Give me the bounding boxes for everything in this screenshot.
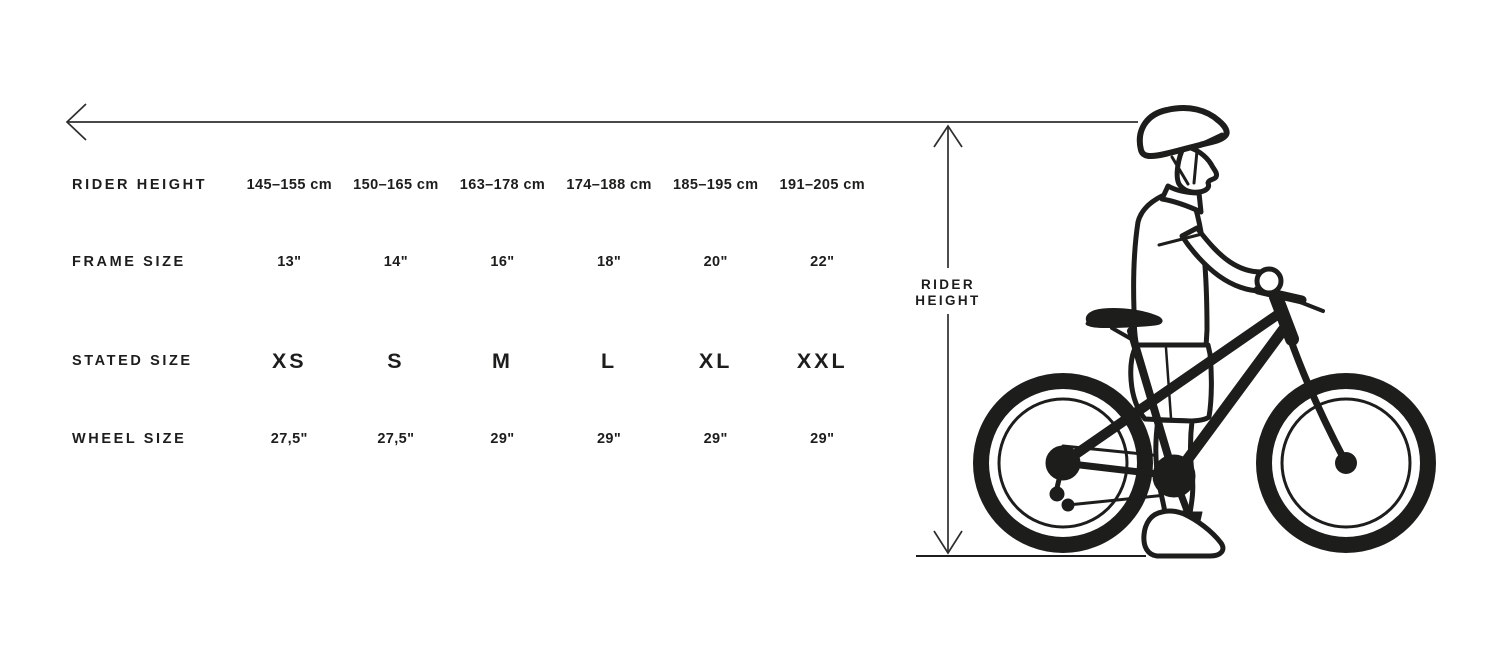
rider-neck: [1159, 183, 1204, 215]
down-arrowhead-icon: [933, 530, 963, 555]
cell-value: 163–178 cm: [459, 177, 546, 193]
down-tube: [1170, 324, 1289, 481]
cell-value: 174–188 cm: [566, 177, 652, 193]
cell-value: 18": [596, 254, 622, 270]
cell-value: XL: [698, 348, 733, 373]
row-values: 145–155 cm 150–165 cm 163–178 cm 174–188…: [236, 177, 876, 193]
shorts-crease-line: [1164, 346, 1173, 420]
rider-with-bike-illustration: [973, 105, 1436, 559]
rider-height-label-line1: RIDER: [920, 277, 975, 292]
row-values: 27,5" 27,5" 29" 29" 29" 29": [236, 431, 876, 447]
crank-arm: [1170, 472, 1192, 517]
table-row-wheel-size: WHEEL SIZE 27,5" 27,5" 29" 29" 29" 29": [72, 424, 876, 454]
fork: [1286, 334, 1349, 465]
cell-value: S: [387, 348, 405, 373]
cell-value: 150–165 cm: [353, 177, 439, 193]
table-row-frame-size: FRAME SIZE 13" 14" 16" 18" 20" 22": [72, 247, 876, 277]
helmet-strap: [1170, 155, 1190, 186]
cell-value: 29": [703, 431, 728, 447]
cell-value: 185–195 cm: [672, 177, 759, 193]
cell-value: 20": [703, 254, 728, 270]
cell-value: 27,5": [377, 431, 415, 447]
rider-height-label-line2: HEIGHT: [915, 292, 981, 308]
rear-wheel: [973, 373, 1153, 553]
cell-value: 29": [810, 431, 835, 447]
seatstay-toptube: [1058, 308, 1285, 468]
cell-value: 29": [596, 431, 622, 447]
row-values: XS S M L XL XXL: [236, 349, 876, 374]
cell-value: M: [492, 348, 513, 373]
rider-shoe: [1141, 508, 1226, 559]
table-row-stated-size: STATED SIZE XS S M L XL XXL: [72, 341, 876, 381]
saddle: [1085, 308, 1163, 329]
left-arrowhead-icon: [65, 103, 87, 141]
derailleur-pulley: [1049, 486, 1065, 502]
measure-guides: [65, 103, 1138, 555]
cell-value: XXL: [796, 348, 848, 373]
head-tube: [1269, 290, 1299, 346]
seat-tube: [1127, 327, 1178, 480]
brake-lever: [1293, 298, 1325, 313]
cell-value: 16": [490, 254, 515, 270]
cell-value: 191–205 cm: [779, 177, 865, 193]
derailleur-pulley: [1061, 498, 1075, 512]
row-label: WHEEL SIZE: [72, 431, 187, 447]
cell-value: 13": [277, 254, 302, 270]
row-label: STATED SIZE: [72, 353, 193, 369]
cell-value: XS: [271, 348, 307, 373]
row-label: FRAME SIZE: [72, 254, 186, 270]
row-values: 13" 14" 16" 18" 20" 22": [236, 254, 876, 270]
bike-frame: [1058, 285, 1349, 481]
cell-value: 29": [490, 431, 515, 447]
row-label: RIDER HEIGHT: [72, 177, 208, 193]
helmet-strap: [1192, 149, 1199, 185]
table-row-rider-height: RIDER HEIGHT 145–155 cm 150–165 cm 163–1…: [72, 170, 876, 200]
sleeve-hem-line: [1157, 232, 1204, 247]
chainstay: [1059, 459, 1178, 480]
rider-hand: [1254, 266, 1284, 296]
cell-value: 145–155 cm: [246, 177, 333, 193]
helmet-visor-line: [1201, 132, 1224, 145]
cell-value: L: [601, 348, 618, 373]
up-arrowhead-icon: [933, 124, 963, 148]
saddle-clamp: [1110, 326, 1135, 342]
helmet-icon: [1136, 105, 1230, 159]
cell-value: 27,5": [270, 431, 308, 447]
rider-head: [1136, 105, 1230, 215]
cell-value: 22": [810, 254, 835, 270]
front-hub: [1335, 452, 1357, 474]
cell-value: 14": [383, 254, 408, 270]
front-wheel: [1256, 373, 1436, 553]
rider-height-measure-label: RIDER HEIGHT: [898, 277, 998, 308]
chain-bottom: [1066, 492, 1178, 507]
